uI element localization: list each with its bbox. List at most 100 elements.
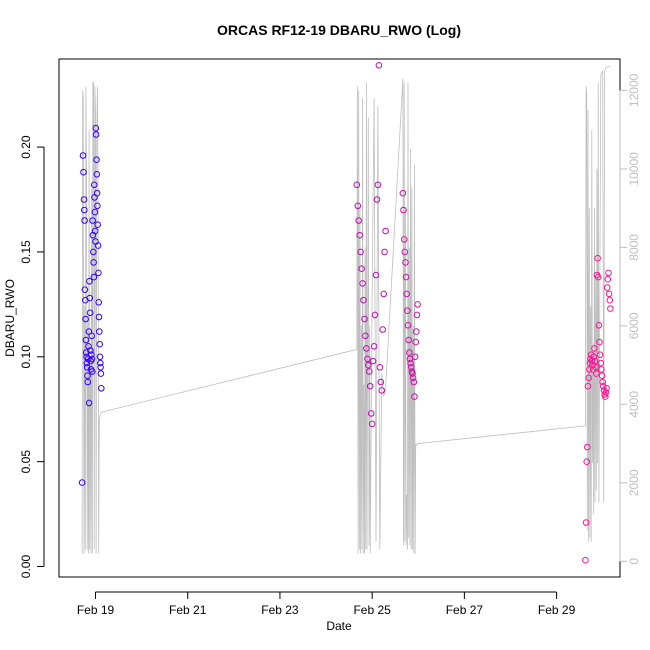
data-point <box>363 345 370 352</box>
data-point <box>96 340 103 348</box>
data-point <box>595 322 603 329</box>
data-point <box>92 131 100 138</box>
data-points <box>78 62 614 564</box>
data-point <box>590 353 598 361</box>
data-point <box>95 269 102 277</box>
data-point <box>582 556 589 564</box>
data-point <box>84 378 92 386</box>
x-tick-label: Feb 23 <box>261 603 299 617</box>
data-point <box>586 366 593 373</box>
data-point <box>602 389 610 396</box>
data-point <box>80 168 87 176</box>
data-point <box>83 359 91 367</box>
data-point <box>597 359 605 367</box>
data-point <box>377 378 385 386</box>
data-point <box>607 305 614 312</box>
data-point <box>361 315 368 323</box>
data-point <box>599 378 607 386</box>
data-point <box>594 254 601 262</box>
y2-tick-label: 4000 <box>627 391 641 418</box>
data-point <box>82 315 89 323</box>
data-point <box>412 338 420 346</box>
data-point <box>78 479 86 486</box>
y-tick-label: 0.00 <box>19 555 33 579</box>
data-point <box>411 353 419 361</box>
y-axis: 0.00 0.05 0.10 0.15 0.20 <box>19 135 45 579</box>
data-point <box>370 343 378 350</box>
data-point <box>413 311 421 319</box>
data-point <box>602 393 609 400</box>
data-point <box>81 206 88 214</box>
data-point <box>399 189 407 197</box>
data-point <box>89 217 96 224</box>
data-point <box>94 242 102 249</box>
data-point <box>410 378 418 386</box>
data-point <box>86 309 94 317</box>
data-point <box>584 382 592 390</box>
data-point <box>88 355 96 363</box>
data-point <box>92 124 100 132</box>
data-point <box>600 382 607 390</box>
data-point <box>95 299 102 306</box>
data-point <box>83 364 91 371</box>
y2-tick-label: 10000 <box>627 152 641 186</box>
y-tick-label: 0.15 <box>19 240 33 264</box>
data-point <box>97 370 105 377</box>
data-point <box>411 393 418 400</box>
data-point <box>591 357 599 365</box>
data-point <box>592 364 600 371</box>
y2-tick-label: 6000 <box>627 312 641 339</box>
data-point <box>582 519 590 526</box>
data-point <box>82 336 90 344</box>
data-point <box>96 328 103 335</box>
data-point <box>372 271 380 279</box>
data-point <box>86 294 93 302</box>
data-point <box>81 286 89 294</box>
data-point <box>409 370 416 377</box>
data-point <box>85 399 93 407</box>
y-tick-label: 0.05 <box>19 450 33 474</box>
data-point <box>357 248 364 256</box>
data-point <box>594 273 602 281</box>
x-tick-label: Feb 29 <box>538 603 576 617</box>
data-point <box>400 236 408 243</box>
data-point <box>366 368 373 375</box>
plot-frame <box>58 58 621 578</box>
data-point <box>381 248 388 256</box>
y2-tick-label: 2000 <box>627 469 641 496</box>
data-point <box>359 280 366 287</box>
x-axis: Feb 19 Feb 21 Feb 23 Feb 25 Feb 27 Feb 29 <box>77 591 576 617</box>
data-point <box>406 349 413 356</box>
data-point <box>414 301 421 308</box>
data-point <box>379 326 387 333</box>
data-point <box>97 364 104 371</box>
data-point <box>90 248 97 256</box>
data-point <box>404 307 411 315</box>
data-point <box>596 338 603 346</box>
data-point <box>93 156 100 163</box>
data-point <box>353 181 361 189</box>
data-point <box>598 366 605 373</box>
data-point <box>360 296 367 304</box>
data-point <box>98 385 105 392</box>
data-point <box>87 347 94 354</box>
data-point <box>375 62 383 69</box>
data-point <box>402 259 409 266</box>
data-point <box>409 374 417 382</box>
data-point <box>97 359 104 367</box>
data-point <box>380 290 388 298</box>
data-point <box>366 382 374 390</box>
data-point <box>606 296 614 304</box>
data-point <box>603 284 611 291</box>
data-point <box>89 368 96 375</box>
data-point <box>358 265 365 273</box>
data-point <box>80 196 88 203</box>
chart-title: ORCAS RF12-19 DBARU_RWO (Log) <box>217 22 461 38</box>
data-point <box>84 372 91 380</box>
data-point <box>94 221 101 228</box>
y-tick-label: 0.20 <box>19 135 33 159</box>
data-point <box>369 357 377 365</box>
data-point <box>95 313 103 321</box>
data-point <box>378 387 386 394</box>
